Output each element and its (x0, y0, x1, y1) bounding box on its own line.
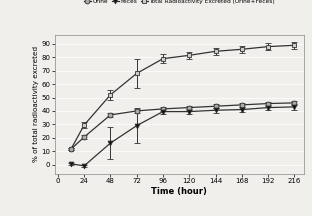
Y-axis label: % of total radioactivity excreted: % of total radioactivity excreted (33, 46, 39, 162)
Legend: Urine, Feces, Total Radioactivity Excreted (Urine+Feces): Urine, Feces, Total Radioactivity Excret… (84, 0, 275, 3)
X-axis label: Time (hour): Time (hour) (151, 187, 207, 196)
